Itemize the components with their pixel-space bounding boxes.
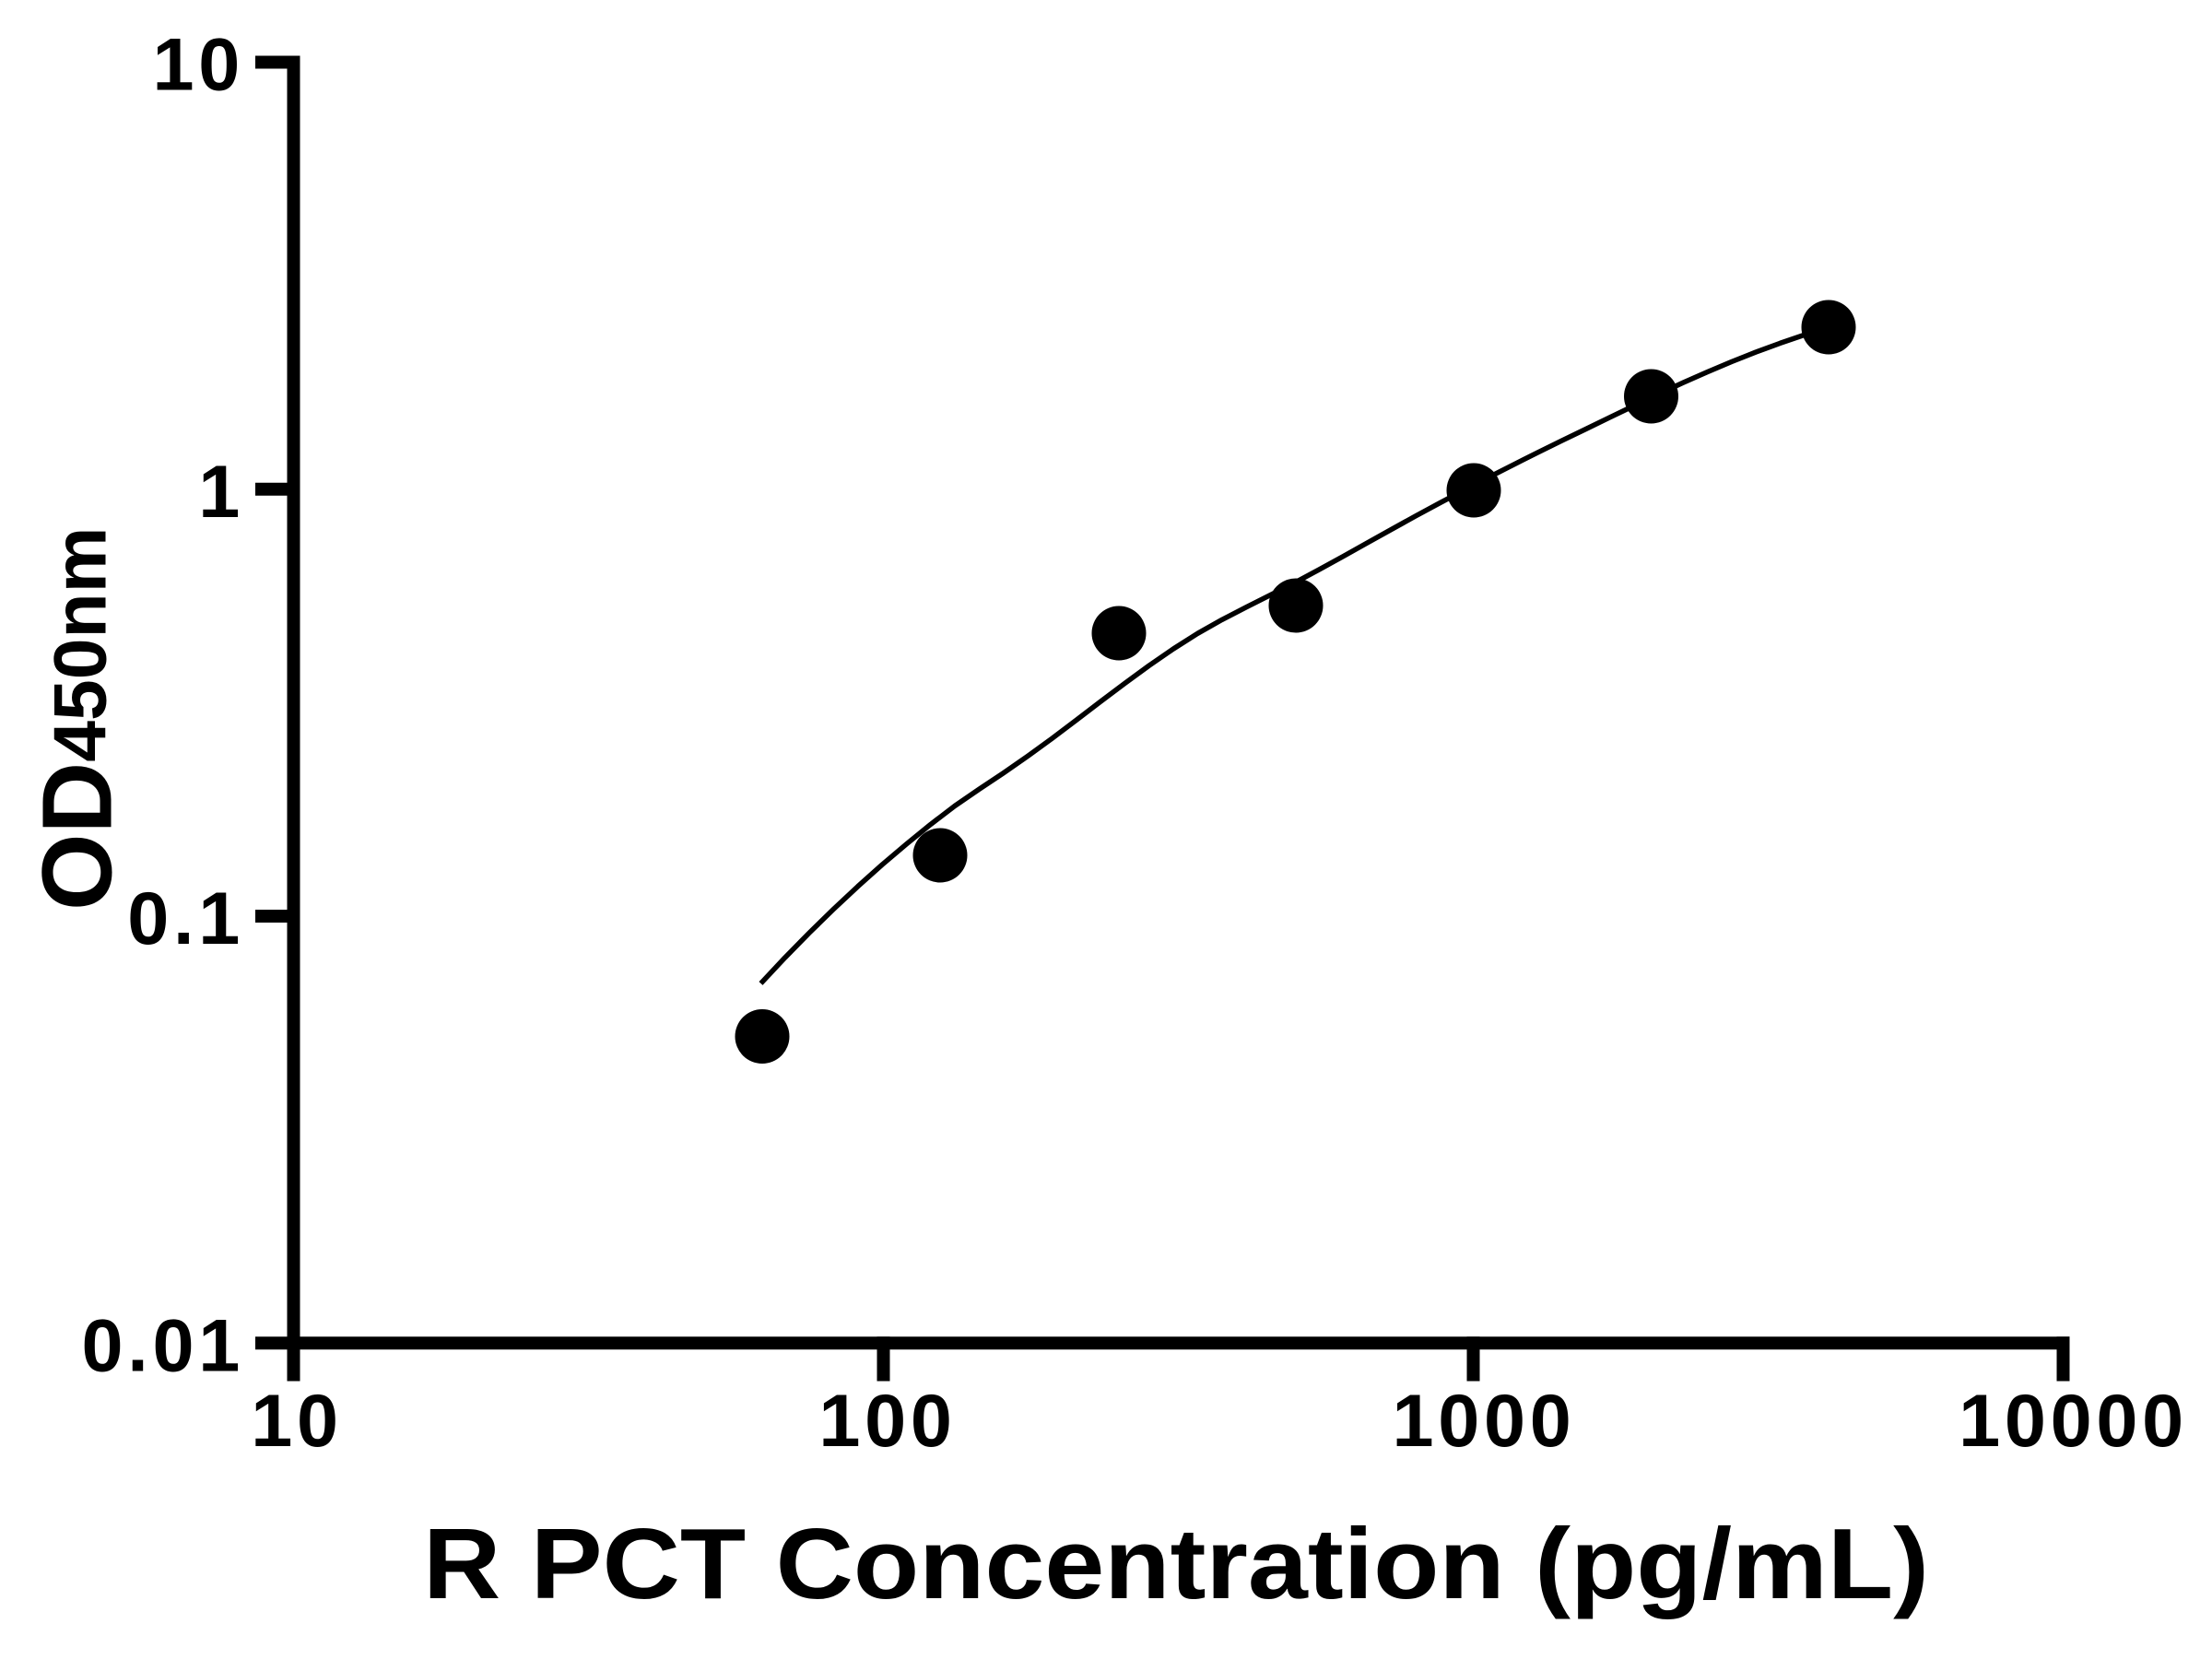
svg-text:R PCT Concentration (pg/mL): R PCT Concentration (pg/mL) xyxy=(423,1508,1929,1620)
svg-text:0.01: 0.01 xyxy=(82,1304,244,1387)
svg-text:1000: 1000 xyxy=(1393,1380,1576,1463)
svg-text:10: 10 xyxy=(153,24,245,107)
svg-text:10: 10 xyxy=(251,1380,343,1463)
svg-text:1: 1 xyxy=(198,451,244,534)
svg-text:10000: 10000 xyxy=(1959,1380,2188,1463)
svg-text:100: 100 xyxy=(818,1380,956,1463)
svg-text:0.1: 0.1 xyxy=(127,877,244,960)
svg-text:OD450nm: OD450nm xyxy=(22,527,133,911)
